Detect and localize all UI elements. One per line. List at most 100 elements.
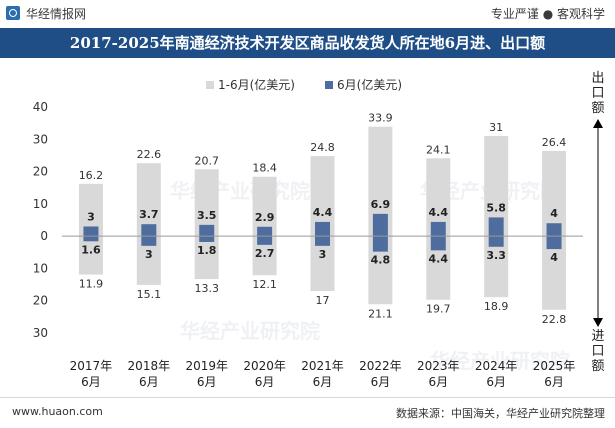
bar-month-import — [141, 236, 157, 246]
data-label-month-import: 1.6 — [81, 243, 101, 256]
logo-icon — [6, 6, 20, 20]
data-label-ytd-import: 13.3 — [194, 282, 219, 295]
bar-month-import — [83, 236, 99, 242]
legend-swatch-month — [325, 81, 333, 89]
bar-month-export — [546, 223, 562, 237]
x-tick-label: 6月 — [81, 375, 101, 389]
data-label-ytd-import: 21.1 — [368, 307, 393, 320]
data-label-month-import: 3 — [145, 248, 153, 261]
y-tick-label: 30 — [33, 326, 48, 340]
data-label-month-import: 3 — [319, 248, 327, 261]
y-tick-label: 30 — [33, 132, 48, 146]
y-tick-label: 0 — [40, 229, 48, 243]
x-tick-label: 6月 — [371, 375, 391, 389]
data-label-ytd-export: 16.2 — [79, 169, 104, 182]
export-axis-label: 口 — [591, 86, 604, 101]
bar-month-import — [372, 236, 388, 252]
data-label-month-export: 5.8 — [486, 201, 506, 214]
import-axis-label: 额 — [591, 359, 604, 374]
export-axis-label: 出 — [591, 71, 604, 86]
data-label-ytd-import: 12.1 — [252, 278, 277, 291]
y-tick-label: 20 — [33, 294, 48, 308]
up-arrow-icon — [593, 119, 603, 128]
legend-label-month: 6月(亿美元) — [337, 77, 402, 92]
down-arrow-icon — [593, 318, 603, 327]
import-axis-label: 进 — [591, 329, 604, 344]
data-label-ytd-export: 33.9 — [368, 112, 393, 125]
bar-month-import — [199, 236, 215, 242]
data-label-ytd-export: 24.1 — [426, 143, 451, 156]
x-tick-label: 6月 — [428, 375, 448, 389]
data-label-month-import: 4.8 — [371, 254, 391, 267]
slogan: 专业严谨 ● 客观科学 — [490, 7, 605, 21]
x-tick-label: 2024年 — [475, 359, 518, 373]
x-tick-label: 2017年 — [70, 359, 113, 373]
data-label-ytd-import: 22.8 — [542, 313, 567, 326]
data-label-month-import: 3.3 — [486, 249, 506, 262]
bar-month-export — [372, 213, 388, 237]
legend-label-ytd: 1-6月(亿美元) — [218, 77, 295, 92]
data-label-month-import: 4.4 — [429, 252, 449, 265]
data-label-ytd-export: 31 — [489, 121, 503, 134]
data-label-ytd-import: 15.1 — [137, 288, 162, 301]
data-label-month-export: 4.4 — [313, 206, 333, 219]
data-label-month-export: 2.9 — [255, 211, 275, 224]
data-label-ytd-export: 20.7 — [194, 154, 219, 167]
x-tick-label: 6月 — [544, 375, 564, 389]
bar-month-import — [546, 236, 562, 250]
bar-month-import — [315, 236, 330, 246]
bar-ytd-export — [252, 176, 277, 237]
data-label-month-import: 2.7 — [255, 247, 275, 260]
y-tick-label: 20 — [33, 165, 48, 179]
bar-month-export — [430, 221, 446, 237]
x-tick-label: 2023年 — [417, 359, 460, 373]
footer-url: www.huaon.com — [12, 405, 103, 418]
x-tick-label: 6月 — [197, 375, 217, 389]
brand-name: 华经情报网 — [26, 7, 87, 21]
x-tick-label: 2018年 — [128, 359, 171, 373]
bar-month-import — [430, 236, 446, 251]
bar-ytd-import — [78, 236, 103, 275]
bar-ytd-export — [542, 150, 567, 237]
x-tick-label: 6月 — [486, 375, 506, 389]
data-label-month-export: 4 — [550, 207, 558, 220]
y-tick-label: 10 — [33, 261, 48, 275]
data-label-ytd-import: 18.9 — [484, 300, 509, 313]
footer-source: 数据来源：中国海关，华经产业研究院整理 — [396, 407, 605, 420]
data-label-ytd-export: 26.4 — [542, 136, 567, 149]
data-label-month-export: 4.4 — [429, 206, 449, 219]
data-label-ytd-export: 24.8 — [310, 141, 335, 154]
export-axis-label: 额 — [591, 101, 604, 116]
x-tick-label: 6月 — [255, 375, 275, 389]
bar-month-export — [315, 221, 330, 237]
x-tick-label: 2025年 — [533, 359, 576, 373]
top-bar: 华经情报网 专业严谨 ● 客观科学 — [0, 0, 615, 28]
x-tick-label: 2020年 — [243, 359, 286, 373]
legend-swatch-ytd — [206, 81, 214, 89]
data-label-ytd-export: 22.6 — [137, 148, 162, 161]
data-label-month-import: 1.8 — [197, 244, 217, 257]
data-label-month-export: 3 — [87, 210, 95, 223]
bar-month-export — [83, 226, 99, 237]
bar-month-import — [488, 236, 504, 247]
data-label-month-export: 6.9 — [371, 198, 391, 211]
bar-ytd-export — [136, 163, 161, 237]
x-tick-label: 2022年 — [359, 359, 402, 373]
x-tick-label: 2019年 — [185, 359, 228, 373]
data-label-ytd-export: 18.4 — [252, 162, 277, 175]
data-label-month-export: 3.5 — [197, 209, 217, 222]
bar-month-export — [199, 224, 215, 237]
x-tick-label: 6月 — [139, 375, 159, 389]
bar-month-export — [488, 217, 504, 237]
bar-ytd-import — [194, 236, 219, 280]
data-label-ytd-import: 11.9 — [79, 278, 104, 291]
y-tick-label: 10 — [33, 197, 48, 211]
data-label-month-export: 3.7 — [139, 208, 159, 221]
data-label-month-import: 4 — [550, 251, 558, 264]
bar-month-export — [257, 226, 273, 237]
chart-area: 1-6月(亿美元) 6月(亿美元) 40 30 20 10 0 10 20 30 16.2 11.9 3… — [33, 71, 605, 389]
footer: www.huaon.com 数据来源：中国海关，华经产业研究院整理 — [0, 397, 615, 428]
x-tick-label: 2021年 — [301, 359, 344, 373]
data-label-ytd-import: 17 — [316, 294, 330, 307]
bar-month-import — [257, 236, 273, 245]
